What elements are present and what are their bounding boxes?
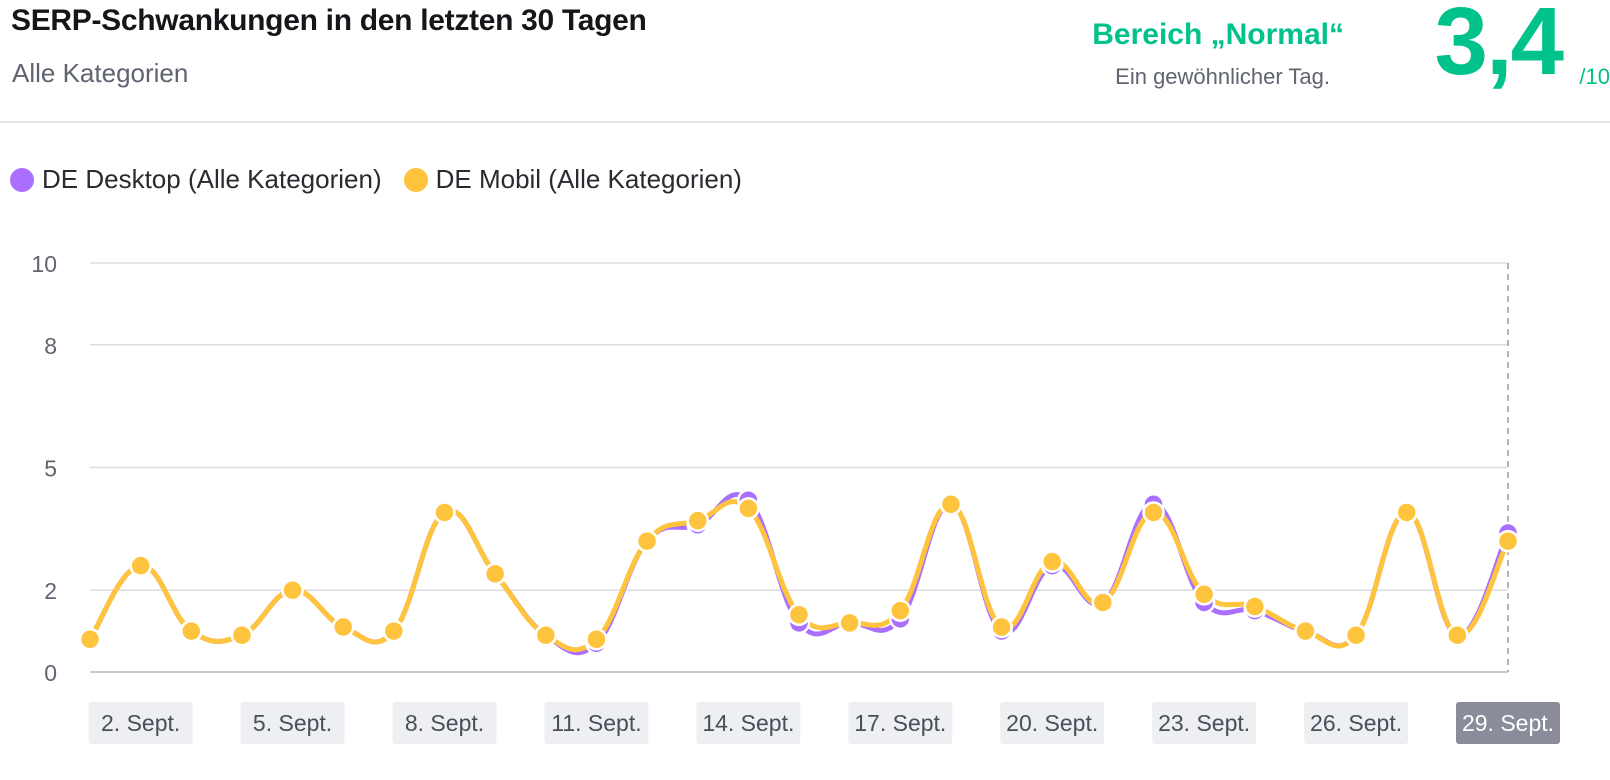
data-point-mobile <box>585 628 608 651</box>
x-tick-label: 2. Sept. <box>101 710 180 736</box>
legend-label-mobile: DE Mobil (Alle Kategorien) <box>435 164 742 194</box>
data-point-mobile <box>129 554 152 577</box>
legend-item-desktop[interactable]: DE Desktop (Alle Kategorien) <box>10 164 382 195</box>
data-point-mobile <box>1496 529 1520 553</box>
data-point-mobile <box>331 615 355 639</box>
range-label: Bereich „Normal“ <box>1092 18 1344 51</box>
legend-dot-desktop <box>10 167 34 192</box>
legend-label-desktop: DE Desktop (Alle Kategorien) <box>42 164 382 194</box>
data-point-mobile <box>889 599 912 622</box>
data-point-mobile <box>483 562 507 586</box>
x-tick-background <box>88 702 193 744</box>
data-point-mobile <box>1294 619 1317 643</box>
score-max: /10 <box>1579 64 1610 89</box>
y-tick-label: 5 <box>44 456 57 482</box>
header-divider <box>0 121 1610 123</box>
data-point-mobile <box>180 619 203 643</box>
x-tick-label: 20. Sept. <box>1006 710 1098 736</box>
x-tick-label: 11. Sept. <box>551 710 641 736</box>
data-point-mobile <box>78 628 102 651</box>
score-value: 3,4 <box>1434 0 1564 95</box>
data-point-mobile <box>382 619 406 643</box>
data-point-mobile <box>1243 595 1267 618</box>
legend-item-mobile[interactable]: DE Mobil (Alle Kategorien) <box>403 164 742 195</box>
data-point-mobile <box>635 529 659 553</box>
data-point-mobile <box>1395 501 1418 524</box>
x-tick-label: 17. Sept. <box>854 710 946 736</box>
x-tick-background <box>1000 702 1105 744</box>
x-tick-background <box>696 702 801 744</box>
x-tick-background <box>1456 702 1560 744</box>
data-point-mobile <box>1040 550 1064 573</box>
x-tick-label: 14. Sept. <box>702 710 794 736</box>
data-point-mobile <box>1192 583 1216 606</box>
x-tick-background <box>1304 702 1409 744</box>
y-tick-label: 8 <box>44 333 57 359</box>
data-point-mobile <box>737 497 760 520</box>
x-tick-label: 23. Sept. <box>1158 710 1250 736</box>
data-point-mobile <box>1446 623 1469 647</box>
x-tick-label: 8. Sept. <box>405 710 484 736</box>
data-point-mobile <box>534 623 558 647</box>
x-tick-label: 5. Sept. <box>253 710 332 736</box>
data-point-mobile <box>838 611 861 635</box>
data-point-mobile <box>1091 591 1115 614</box>
x-tick-background <box>1152 702 1257 744</box>
data-point-mobile <box>787 603 811 626</box>
data-point-mobile <box>686 509 709 532</box>
data-point-mobile <box>281 578 304 602</box>
y-tick-label: 2 <box>44 578 57 604</box>
data-point-mobile <box>1142 501 1165 524</box>
data-point-mobile <box>230 623 254 647</box>
x-tick-background <box>392 702 497 744</box>
y-tick-label: 10 <box>31 251 57 277</box>
x-tick-background <box>848 702 953 744</box>
y-tick-label: 0 <box>44 660 57 686</box>
x-tick-label: 26. Sept. <box>1310 710 1402 736</box>
range-description: Ein gewöhnlicher Tag. <box>1115 64 1330 89</box>
x-tick-background <box>544 702 649 744</box>
score-display: 3,4 /10 <box>1435 0 1610 90</box>
x-tick-label: 29. Sept. <box>1462 710 1554 736</box>
data-point-mobile <box>939 493 963 516</box>
page-title: SERP-Schwankungen in den letzten 30 Tage… <box>11 4 647 37</box>
data-point-mobile <box>433 501 456 524</box>
x-tick-background <box>240 702 345 744</box>
legend-dot-mobile <box>403 167 428 192</box>
chart-legend: DE Desktop (Alle Kategorien) DE Mobil (A… <box>10 164 764 195</box>
data-point-mobile <box>990 615 1013 639</box>
data-point-mobile <box>1344 623 1368 647</box>
category-subtitle: Alle Kategorien <box>12 58 189 88</box>
